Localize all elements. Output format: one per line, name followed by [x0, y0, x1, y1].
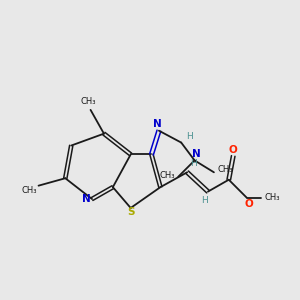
Text: S: S: [127, 206, 134, 217]
Text: CH₃: CH₃: [264, 193, 280, 202]
Text: CH₃: CH₃: [80, 97, 96, 106]
Text: N: N: [82, 194, 91, 204]
Text: H: H: [186, 132, 193, 141]
Text: H: H: [202, 196, 208, 205]
Text: N: N: [192, 149, 200, 159]
Text: CH₃: CH₃: [159, 171, 175, 180]
Text: O: O: [229, 145, 238, 155]
Text: CH₃: CH₃: [22, 186, 38, 195]
Text: O: O: [244, 199, 253, 209]
Text: H: H: [190, 160, 197, 169]
Text: CH₃: CH₃: [218, 165, 233, 174]
Text: N: N: [153, 119, 162, 129]
